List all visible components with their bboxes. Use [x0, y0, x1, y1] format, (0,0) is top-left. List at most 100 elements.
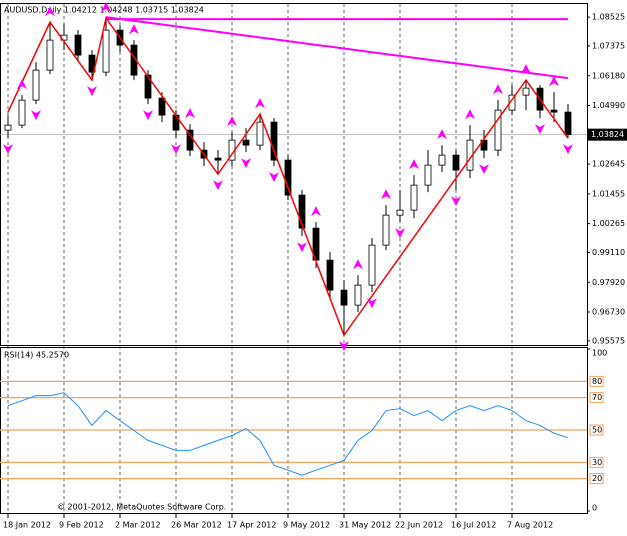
- fractal-down: [395, 228, 405, 239]
- y-tick-label: 1.04990: [592, 101, 625, 110]
- rsi-level-label: 20: [592, 474, 602, 483]
- candle-body: [46, 39, 54, 71]
- rsi-level-box: [589, 473, 604, 485]
- fractal-up: [437, 129, 447, 140]
- y-tick-label: 0.95575: [592, 336, 625, 345]
- y-tick-label: 1.07375: [592, 41, 625, 50]
- x-tick-label: 31 May 2012: [339, 521, 391, 530]
- current-price-box: [587, 128, 627, 141]
- y-tick-label: 0.97920: [592, 278, 625, 287]
- rsi-level-label: 80: [592, 377, 602, 386]
- candle-body: [4, 124, 12, 131]
- x-tick-label: 16 Jul 2012: [451, 521, 496, 530]
- candle-body: [424, 164, 432, 186]
- copyright: © 2001-2012, MetaQuotes Software Corp.: [57, 503, 226, 512]
- x-tick-label: 22 Jun 2012: [395, 521, 443, 530]
- candle-body: [214, 157, 222, 161]
- x-tick-label: 17 Apr 2012: [227, 521, 276, 530]
- fractal-up: [255, 98, 265, 109]
- fractal-up: [101, 2, 111, 13]
- candle-body: [354, 284, 362, 306]
- fractal-up: [493, 84, 503, 95]
- candle-body: [284, 159, 292, 196]
- rsi-level-box: [589, 456, 604, 468]
- candle-body: [410, 184, 418, 211]
- fractal-down: [563, 144, 573, 155]
- candle-body: [494, 109, 502, 151]
- candle-body: [368, 244, 376, 286]
- fractal-up: [17, 79, 27, 90]
- fractal-up: [353, 259, 363, 270]
- candle-body: [102, 29, 110, 73]
- candle-body: [18, 99, 26, 126]
- candle-body: [564, 111, 572, 136]
- fractal-up: [521, 64, 531, 75]
- fractal-down: [213, 180, 223, 191]
- x-tick-label: 9 May 2012: [283, 521, 330, 530]
- y-tick-label: 100: [592, 349, 607, 358]
- candle-body: [382, 214, 390, 246]
- candle-body: [452, 154, 460, 171]
- fractal-down: [3, 144, 13, 155]
- x-tick-label: 7 Aug 2012: [507, 521, 553, 530]
- fractal-down: [451, 196, 461, 207]
- rsi-level-label: 50: [592, 426, 602, 435]
- y-tick-label: 1.02645: [592, 160, 625, 169]
- fractal-down: [297, 242, 307, 253]
- y-tick-label: 0: [592, 504, 597, 513]
- rsi-title: RSI(14) 45.2570: [4, 351, 69, 360]
- fractal-up: [185, 108, 195, 119]
- fractal-down: [31, 110, 41, 121]
- rsi-level-label: 70: [592, 393, 602, 402]
- candle-body: [550, 109, 558, 113]
- fractal-down: [535, 124, 545, 135]
- candle-body: [158, 97, 166, 116]
- y-tick-label: 1.00265: [592, 219, 625, 228]
- fractal-up: [409, 159, 419, 170]
- candle-body: [326, 259, 334, 291]
- x-tick-label: 9 Feb 2012: [59, 521, 104, 530]
- candle-body: [144, 74, 152, 99]
- fractal-down: [241, 158, 251, 169]
- fractal-down: [339, 341, 349, 352]
- candle-body: [340, 289, 348, 306]
- rsi-level-box: [589, 424, 604, 436]
- candle-body: [298, 194, 306, 229]
- x-tick-label: 2 Mar 2012: [115, 521, 161, 530]
- rsi-level-box: [589, 392, 604, 404]
- rsi-level-box: [589, 375, 604, 387]
- current-price-label: 1.03824: [591, 130, 624, 139]
- fractal-down: [171, 144, 181, 155]
- candle-body: [396, 209, 404, 216]
- trend-line: [105, 16, 569, 80]
- x-tick-label: 18 Jan 2012: [3, 521, 51, 530]
- fractal-down: [87, 86, 97, 97]
- fractal-up: [381, 189, 391, 200]
- candle-body: [242, 139, 250, 146]
- y-tick-label: 0.96730: [592, 308, 625, 317]
- fractal-up: [311, 206, 321, 217]
- fractal-up: [129, 24, 139, 35]
- candle-body: [32, 69, 40, 101]
- fractal-up: [549, 76, 559, 87]
- fractal-down: [143, 110, 153, 121]
- price-panel-frame: [0, 3, 588, 346]
- rsi-level-label: 30: [592, 458, 602, 467]
- y-tick-label: 1.01455: [592, 189, 625, 198]
- candle-body: [256, 121, 264, 146]
- zigzag-line: [7, 16, 569, 337]
- rsi-line: [7, 392, 569, 476]
- fractal-down: [269, 172, 279, 183]
- fractal-down: [367, 298, 377, 309]
- y-tick-label: 0.99110: [592, 248, 625, 257]
- candle-body: [74, 34, 82, 56]
- fractal-up: [465, 109, 475, 120]
- fractal-down: [479, 164, 489, 175]
- fractal-up: [45, 6, 55, 17]
- fractal-up: [227, 116, 237, 127]
- x-tick-label: 26 Mar 2012: [171, 521, 222, 530]
- y-tick-label: 1.08525: [592, 13, 625, 22]
- candle-body: [508, 94, 516, 111]
